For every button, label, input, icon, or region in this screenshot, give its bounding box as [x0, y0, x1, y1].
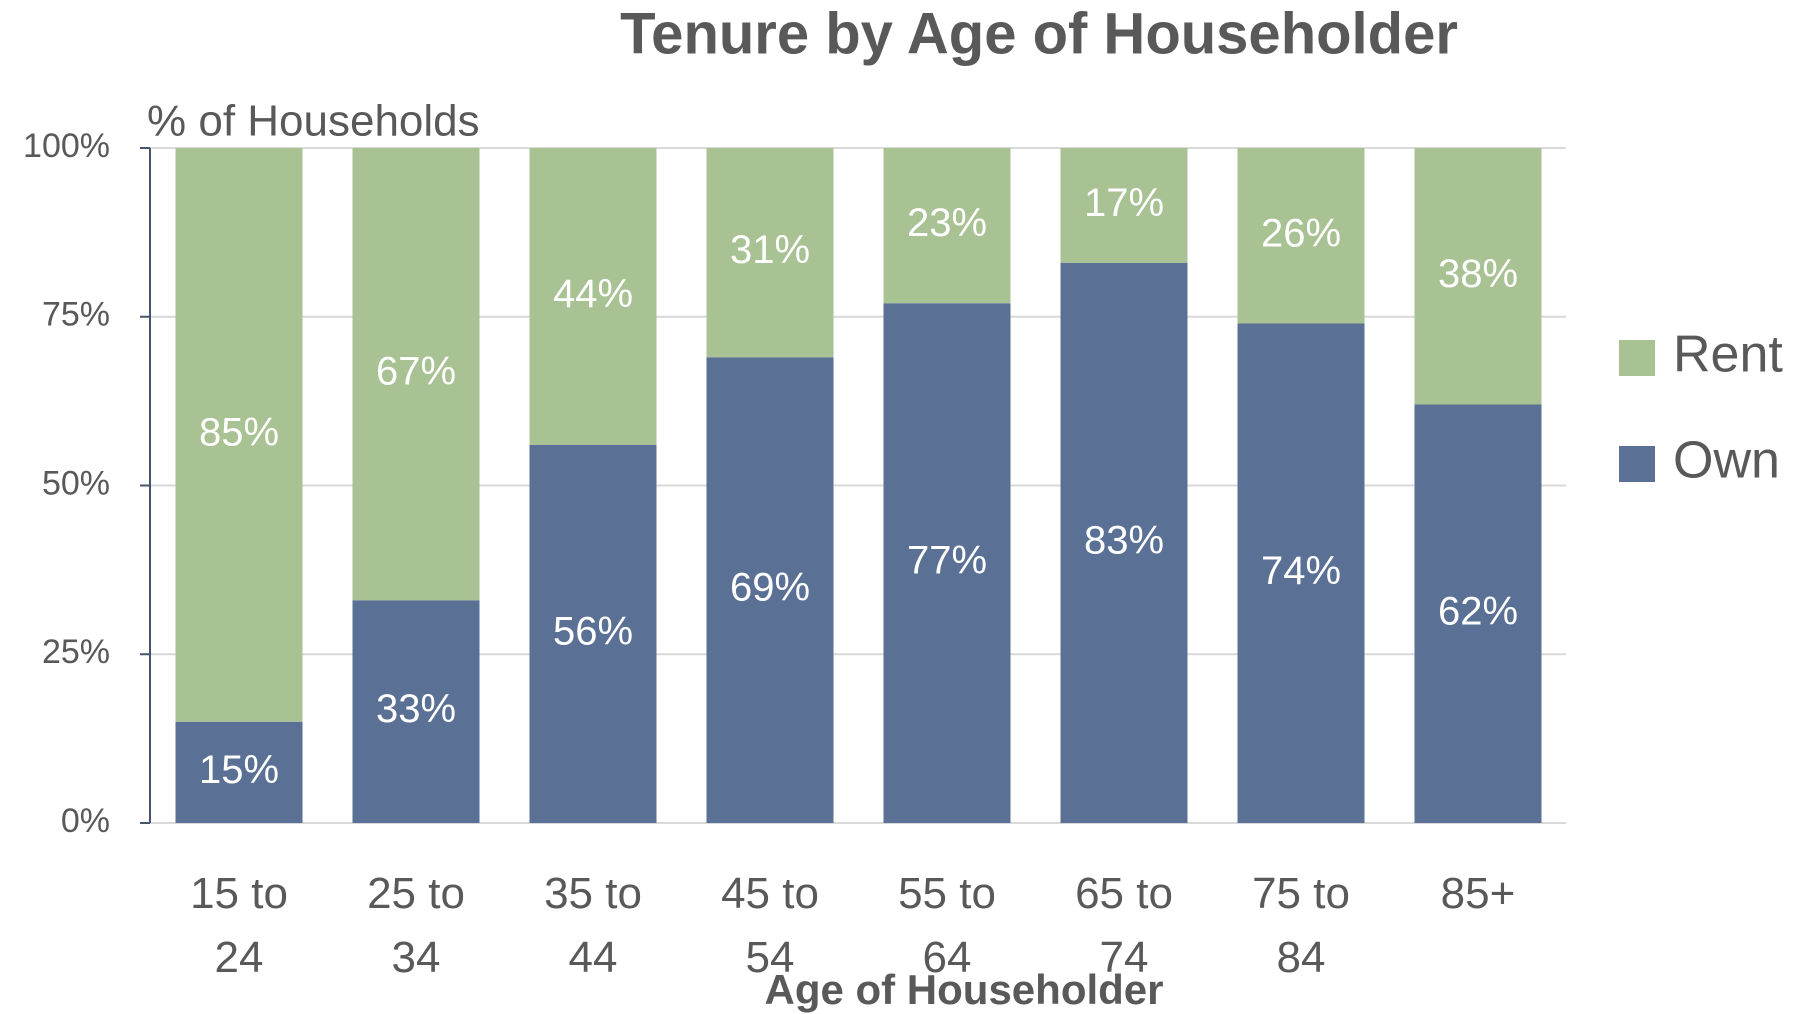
data-label: 67%: [376, 350, 456, 394]
x-tick-label: 45 to 54: [721, 869, 819, 982]
bar-segment: [1237, 323, 1365, 823]
legend-swatch: [1619, 446, 1655, 482]
x-tick-label: 25 to 34: [367, 869, 465, 982]
data-label: 44%: [553, 272, 633, 316]
chart-title: Tenure by Age of Householder: [620, 1, 1458, 66]
y-tick-label: 25%: [42, 633, 110, 671]
data-label: 15%: [199, 748, 279, 792]
data-label: 56%: [553, 610, 633, 654]
data-label: 69%: [730, 566, 810, 610]
data-label: 17%: [1084, 181, 1164, 225]
bar-segment: [1060, 148, 1188, 263]
data-label: 26%: [1261, 211, 1341, 255]
bar-segment: [1060, 262, 1188, 823]
bar-segment: [529, 445, 657, 823]
y-tick-label: 75%: [42, 296, 110, 334]
y-tick-label: 100%: [23, 127, 110, 165]
y-tick-label: 50%: [42, 464, 110, 502]
bar-segment: [175, 148, 303, 722]
x-tick-label: 55 to 64: [898, 869, 996, 982]
x-tick-label: 65 to 74: [1075, 869, 1173, 982]
legend-swatch: [1619, 340, 1655, 376]
data-label: 77%: [907, 539, 987, 583]
data-label: 83%: [1084, 518, 1164, 562]
bar-segment: [175, 721, 303, 823]
data-label: 33%: [376, 687, 456, 731]
data-label: 62%: [1438, 589, 1518, 633]
y-tick-label: 0%: [61, 802, 110, 840]
x-tick-label: 15 to 24: [190, 869, 288, 982]
bar-segment: [1237, 148, 1365, 324]
bar-segment: [1414, 148, 1542, 405]
legend-label: Own: [1673, 432, 1780, 490]
data-label: 31%: [730, 228, 810, 272]
x-tick-label: 85+: [1440, 869, 1516, 918]
data-label: 74%: [1261, 549, 1341, 593]
x-axis-title: Age of Householder: [764, 966, 1163, 1013]
bar-segment: [529, 148, 657, 445]
bar-segment: [706, 357, 834, 823]
bar-segment: [883, 148, 1011, 304]
bar-segment: [1414, 404, 1542, 823]
data-label: 38%: [1438, 252, 1518, 296]
bar-segment: [883, 303, 1011, 823]
data-label: 85%: [199, 410, 279, 454]
x-tick-label: 35 to 44: [544, 869, 642, 982]
y-axis-title: % of Households: [147, 97, 480, 146]
bar-segment: [352, 148, 480, 601]
data-label: 23%: [907, 201, 987, 245]
legend-label: Rent: [1673, 326, 1783, 384]
x-tick-label: 75 to 84: [1252, 869, 1350, 982]
bar-segment: [352, 600, 480, 823]
bar-segment: [706, 148, 834, 358]
